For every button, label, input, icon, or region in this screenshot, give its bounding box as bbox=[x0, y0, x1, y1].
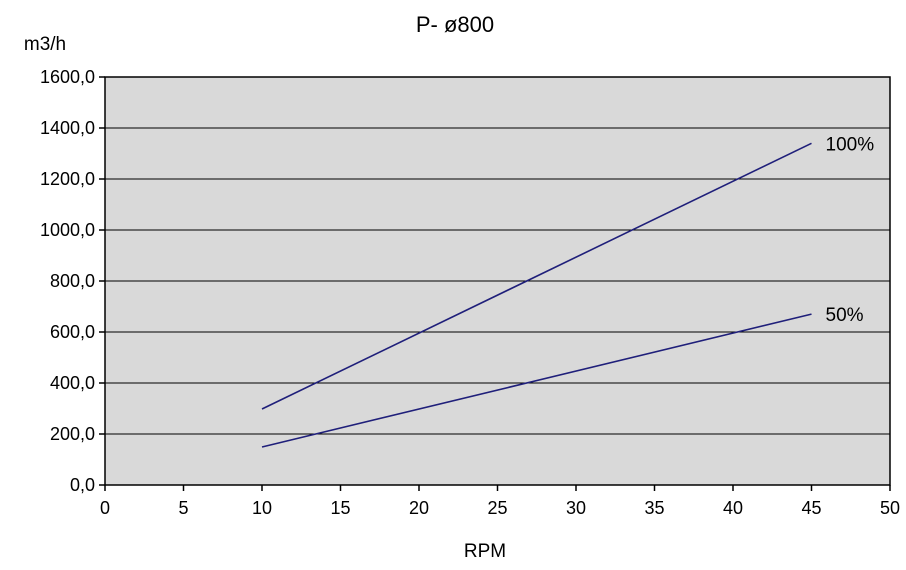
x-tick-label: 10 bbox=[252, 498, 272, 518]
y-axis-title: m3/h bbox=[24, 34, 66, 55]
x-tick-label: 0 bbox=[100, 498, 110, 518]
x-tick-label: 30 bbox=[566, 498, 586, 518]
series-label: 100% bbox=[826, 134, 875, 155]
x-tick-label: 5 bbox=[178, 498, 188, 518]
y-tick-label: 1400,0 bbox=[40, 118, 95, 138]
y-tick-label: 0,0 bbox=[70, 475, 95, 495]
chart-title: P- ø800 bbox=[416, 12, 494, 37]
axes bbox=[99, 76, 891, 491]
x-tick-label: 20 bbox=[409, 498, 429, 518]
series-line-2 bbox=[261, 313, 812, 448]
y-tick-label: 1600,0 bbox=[40, 67, 95, 87]
y-tick-label: 600,0 bbox=[50, 322, 95, 342]
x-tick-label: 15 bbox=[330, 498, 350, 518]
labels: 0,0 200,0 400,0 600,0 800,0 1000,0 1200,0 1400,… bbox=[40, 67, 900, 518]
y-tick-label: 200,0 bbox=[50, 424, 95, 444]
y-tick-label: 400,0 bbox=[50, 373, 95, 393]
series-line-1 bbox=[261, 142, 812, 410]
x-tick-label: 50 bbox=[880, 498, 900, 518]
y-tick-label: 800,0 bbox=[50, 271, 95, 291]
x-axis-title: RPM bbox=[464, 541, 506, 562]
x-tick-label: 35 bbox=[644, 498, 664, 518]
x-tick-label: 45 bbox=[801, 498, 821, 518]
series-lines bbox=[261, 142, 812, 448]
y-tick-label: 1200,0 bbox=[40, 169, 95, 189]
x-tick-label: 25 bbox=[487, 498, 507, 518]
x-tick-label: 40 bbox=[723, 498, 743, 518]
series-label: 50% bbox=[826, 305, 864, 326]
y-tick-label: 1000,0 bbox=[40, 220, 95, 240]
grid-lines bbox=[105, 127, 890, 435]
